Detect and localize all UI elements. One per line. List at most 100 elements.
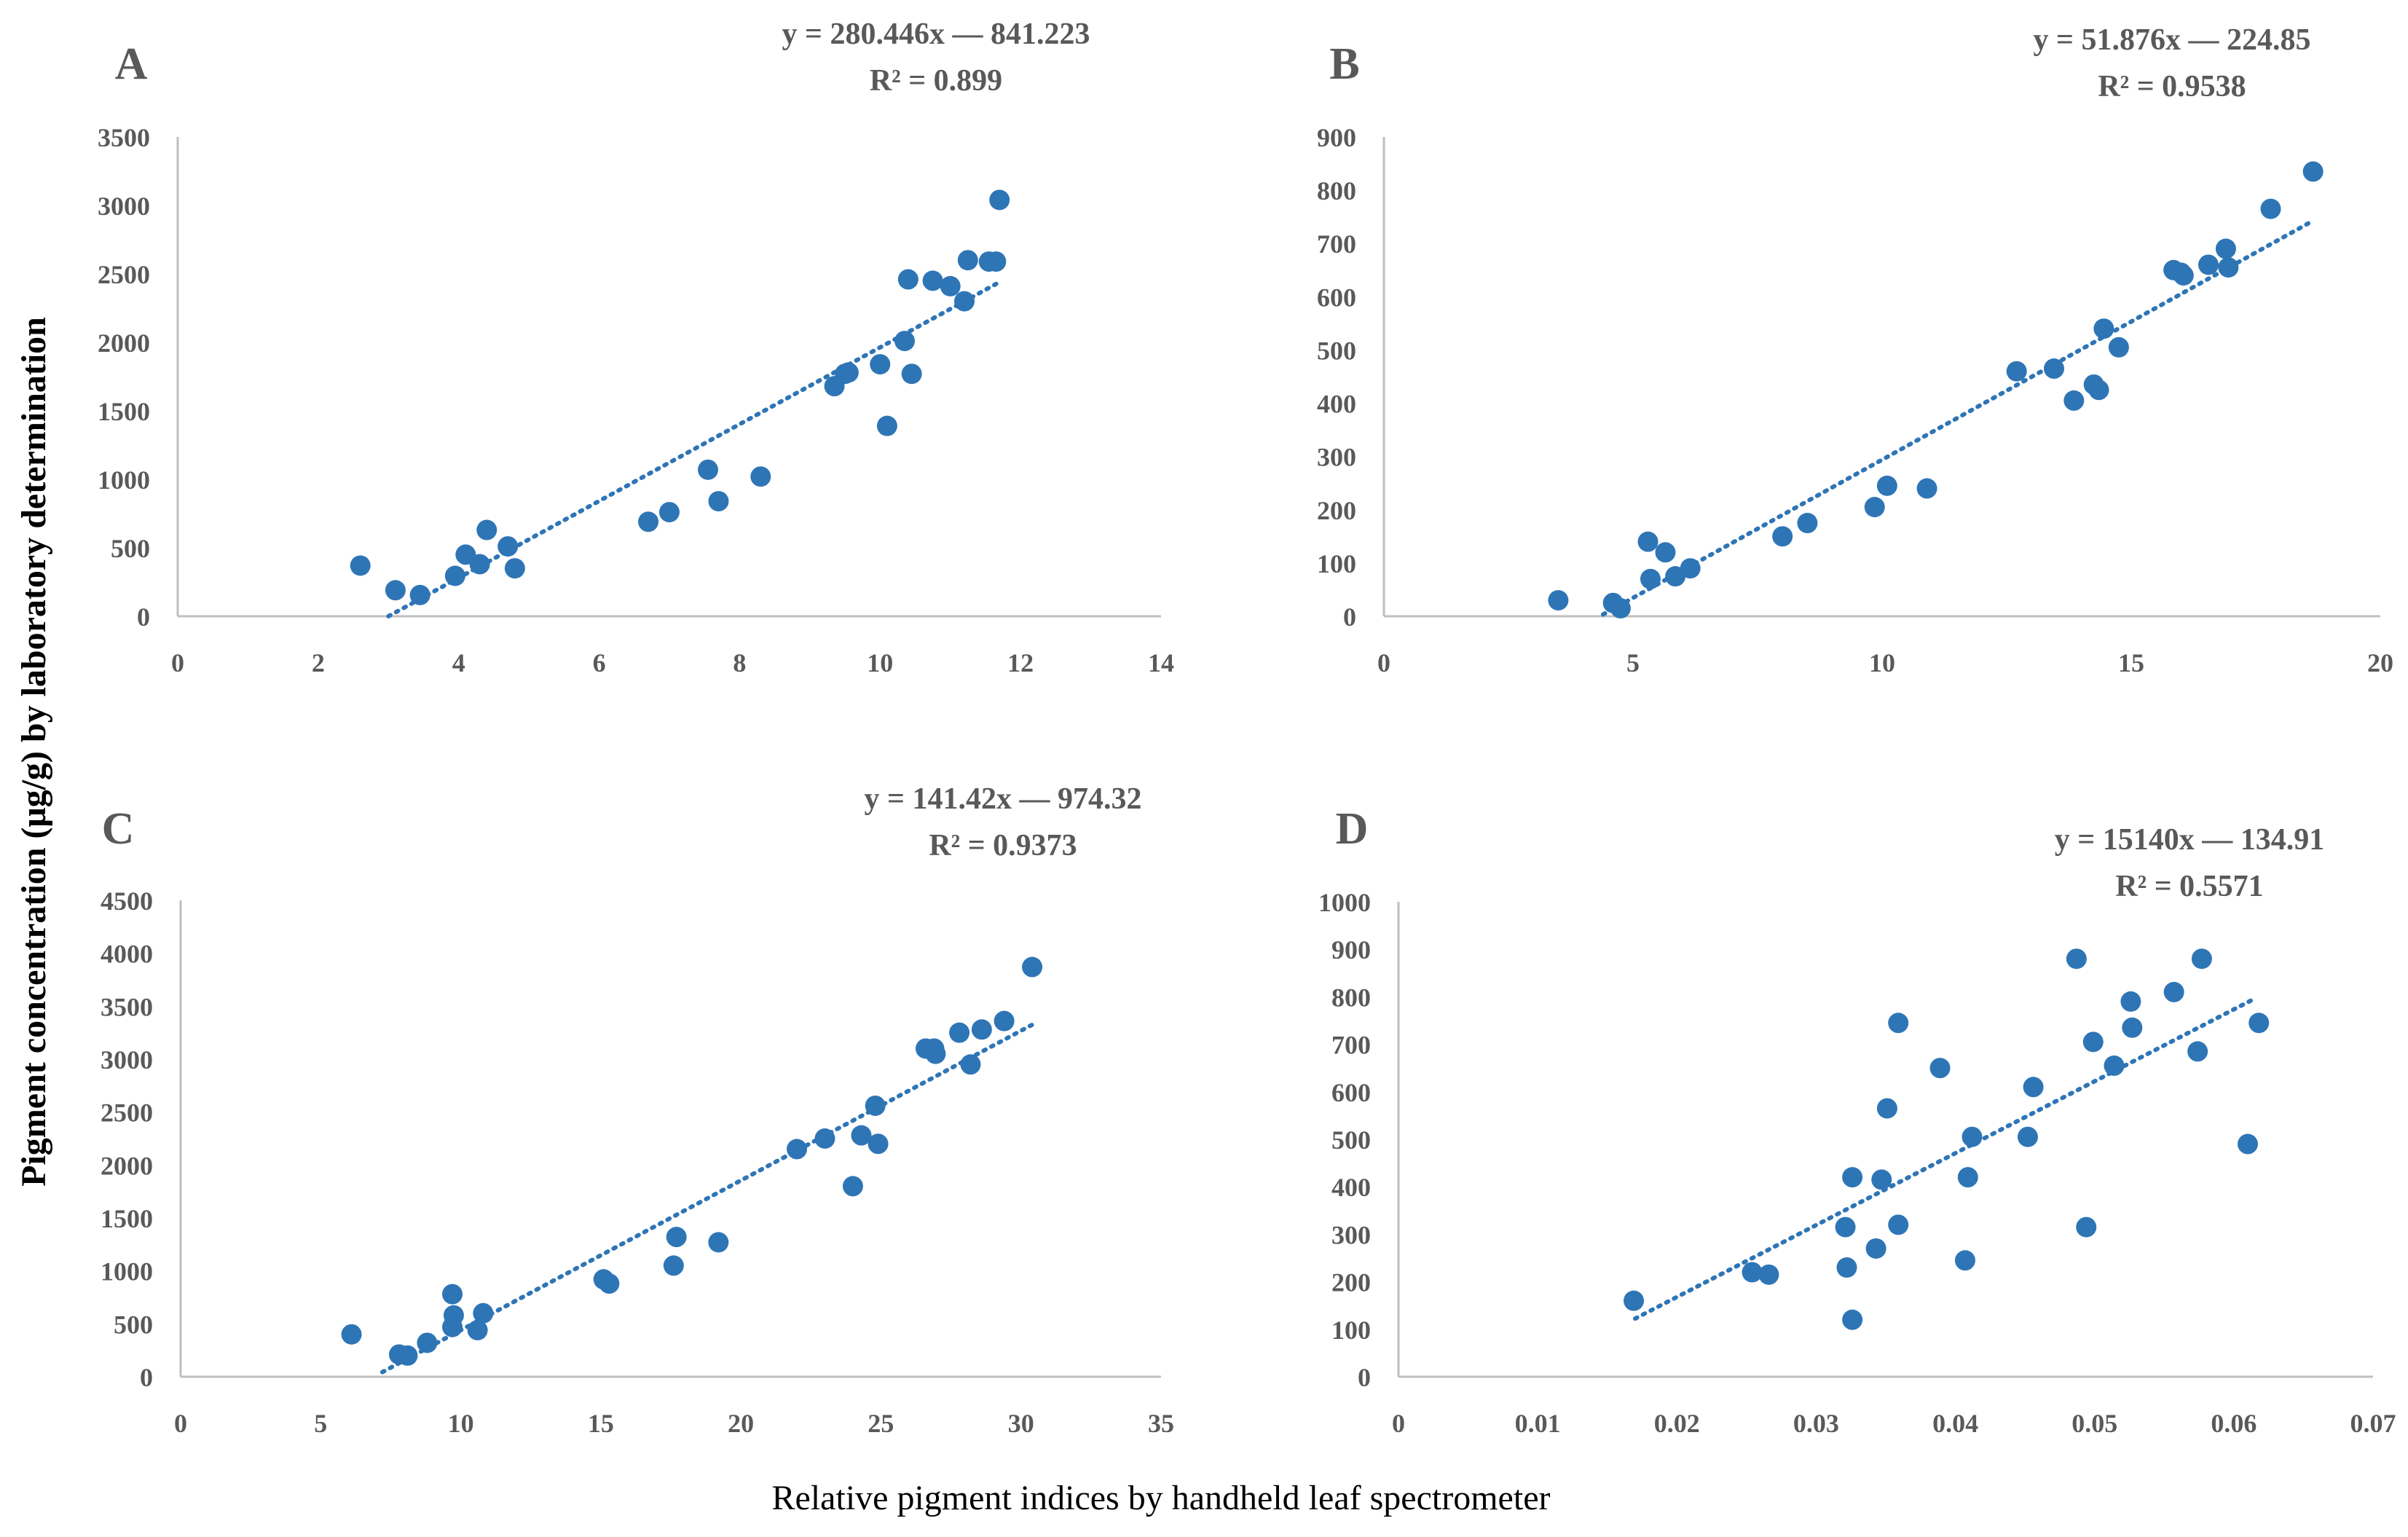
panel-a-y-tick-label: 2500 [98, 260, 150, 289]
panel-d-x-tick-label: 0.05 [2071, 1409, 2117, 1438]
panel-c-y-tick-label: 2500 [101, 1098, 153, 1128]
panel-c-data-point [599, 1273, 620, 1294]
panel-c-data-point [960, 1054, 981, 1075]
panel-c-y-tick-label: 3500 [101, 992, 153, 1021]
panel-b-y-tick-label: 400 [1317, 390, 1356, 419]
panel-c-data-point [417, 1332, 438, 1353]
panel-c-data-point [666, 1227, 687, 1248]
panel-c-y-tick-label: 3000 [101, 1045, 153, 1074]
panel-b-trendline-path [1600, 219, 2313, 617]
panel-d-x-tick-label: 0.06 [2211, 1409, 2256, 1438]
panel-d-x-tick-label: 0.07 [2350, 1409, 2396, 1438]
panel-c-x-tick-label: 0 [174, 1409, 187, 1438]
panel-a-data-point [469, 554, 490, 575]
panel-b-data-point [1610, 598, 1631, 619]
panel-a: 0 2 4 6 8 10 12 14 0 500 1000 1500 2000 2500 3000 3500… [98, 17, 1174, 677]
panel-b-data-point [1864, 497, 1885, 518]
panel-b-data-point [1797, 513, 1818, 534]
panel-c-x-tick-label: 20 [728, 1409, 754, 1438]
panel-b-axes [1382, 137, 2380, 618]
panel-c-data-point [949, 1022, 970, 1043]
panel-a-data-point [444, 565, 465, 586]
panel-a-data-point [940, 275, 961, 296]
panel-a-y-tick-label: 2000 [98, 329, 150, 358]
panel-b-data-point [1640, 568, 1661, 589]
panel-c-data-point [867, 1133, 889, 1155]
panel-c-data-point [1022, 956, 1043, 978]
panel-d-x-tick-label: 0.01 [1515, 1409, 1561, 1438]
panel-b-y-tick-label: 0 [1343, 602, 1356, 632]
panel-d-y-tick-label: 700 [1331, 1031, 1371, 1060]
panel-c-label: C [102, 804, 135, 854]
panel-b-points [1548, 161, 2324, 619]
panel-c-data-point [341, 1324, 362, 1345]
panel-b-data-point [2218, 257, 2239, 278]
panel-a-data-point [708, 491, 729, 512]
panel-c-x-tick-label: 15 [588, 1409, 614, 1438]
panel-a-data-point [838, 362, 859, 383]
panel-b-data-point [2006, 361, 2027, 382]
panel-c-y-tick-label: 2000 [101, 1151, 153, 1180]
panel-d-data-point [1962, 1126, 1983, 1147]
panel-c-y-tick-label: 1500 [101, 1204, 153, 1233]
panel-a-x-tick-label: 14 [1148, 648, 1174, 677]
panel-d-trendline [1632, 996, 2257, 1321]
panel-d-y-tick-label: 200 [1331, 1268, 1371, 1297]
panel-a-data-point [897, 269, 918, 290]
panel-d-y-tick-label: 400 [1331, 1173, 1371, 1202]
panel-a-y-tick-label: 500 [111, 534, 150, 563]
panel-d-data-point [2248, 1013, 2270, 1034]
panel-b-r2: R² = 0.9538 [2098, 70, 2246, 103]
panel-d-data-point [2122, 1017, 2143, 1038]
panel-c-y-tick-label: 1000 [101, 1257, 153, 1286]
panel-c-data-point [865, 1095, 886, 1116]
panel-d-data-point [1865, 1238, 1886, 1259]
panel-b-xticks: 0 5 10 15 20 [1377, 648, 2393, 677]
shared-y-axis-title: Pigment concentration (μg/g) by laborato… [15, 317, 53, 1187]
panel-d-y-tick-label: 600 [1331, 1078, 1371, 1107]
panel-d-y-tick-label: 500 [1331, 1125, 1371, 1155]
panel-d-data-point [1876, 1098, 1897, 1119]
panel-b-y-tick-label: 800 [1317, 176, 1356, 205]
panel-c-data-point [663, 1255, 684, 1276]
panel-b-data-point [2093, 318, 2114, 339]
panel-c-data-point [814, 1128, 835, 1149]
panel-d-data-point [1954, 1250, 1975, 1271]
panel-b-label: B [1329, 39, 1359, 89]
panel-c-data-point [925, 1043, 946, 1064]
panel-c-data-point [397, 1345, 418, 1366]
panel-a-y-tick-label: 0 [137, 602, 150, 632]
panel-b-data-point [2260, 198, 2281, 219]
panel-d-y-tick-label: 100 [1331, 1316, 1371, 1345]
panel-c-points [341, 956, 1043, 1366]
panel-b-x-tick-label: 0 [1377, 648, 1390, 677]
panel-b-data-point [1548, 590, 1569, 611]
panel-b-yticks: 0 100 200 300 400 500 600 700 800 900 [1317, 123, 1356, 632]
panel-b-data-point [1665, 566, 1686, 587]
panel-c-x-tick-label: 30 [1008, 1409, 1034, 1438]
panel-d-equation: y = 15140x — 134.91 [2055, 823, 2324, 857]
panel-d-data-point [2082, 1031, 2104, 1053]
panel-a-data-point [922, 270, 943, 291]
panel-b-data-point [2215, 238, 2236, 259]
panel-a-data-point [638, 511, 659, 532]
panel-d-y-tick-label: 300 [1331, 1220, 1371, 1249]
panel-d-data-point [1835, 1216, 1856, 1238]
panel-b-data-point [1680, 558, 1701, 579]
panel-d-data-point [2187, 1041, 2208, 1062]
panel-c-data-point [442, 1316, 463, 1337]
panel-b-data-point [2108, 337, 2129, 358]
panel-a-y-tick-label: 1500 [98, 397, 150, 426]
panel-d-data-point [2163, 981, 2184, 1002]
panel-a-x-tick-label: 4 [452, 648, 465, 677]
panel-c-xticks: 0 5 10 15 20 25 30 35 [174, 1409, 1174, 1438]
panel-d-y-tick-label: 1000 [1318, 888, 1371, 917]
panel-a-y-tick-label: 3000 [98, 192, 150, 221]
panel-b-data-point [1772, 526, 1793, 547]
panel-b-x-tick-label: 15 [2118, 648, 2144, 677]
panel-b-x-tick-label: 5 [1626, 648, 1640, 677]
panel-b-data-point [2173, 265, 2194, 286]
panel-c-x-tick-label: 5 [314, 1409, 327, 1438]
panel-a-equation: y = 280.446x — 841.223 [782, 17, 1090, 51]
